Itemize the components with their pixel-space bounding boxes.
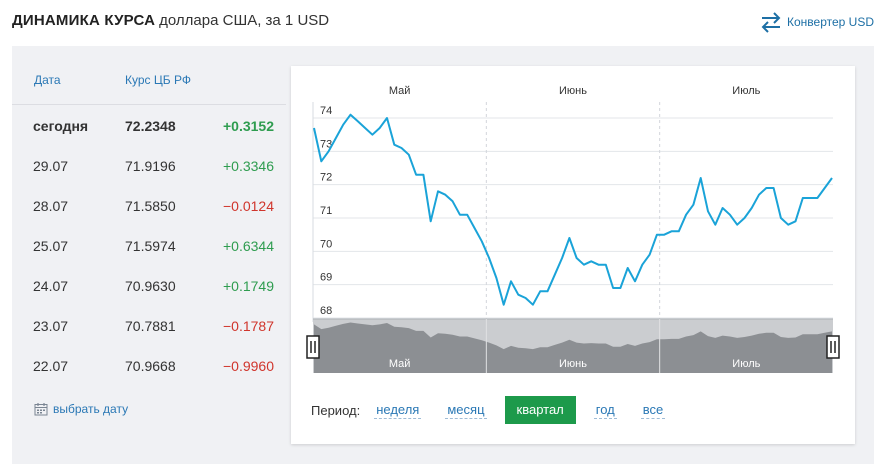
table-row: 24.07 70.9630 +0.1749 bbox=[12, 266, 286, 306]
page-title: ДИНАМИКА КУРСА доллара США, за 1 USD bbox=[12, 12, 329, 29]
navigator-right-handle[interactable] bbox=[826, 335, 840, 359]
column-header-rate: Курс ЦБ РФ bbox=[125, 73, 191, 87]
navigator-area bbox=[314, 322, 832, 373]
calendar-icon bbox=[34, 403, 48, 416]
navigator-month-label: Июль bbox=[732, 358, 760, 370]
converter-link[interactable]: Конвертер USD bbox=[759, 10, 874, 34]
y-tick-label: 72 bbox=[320, 172, 332, 184]
row-change: −0.9960 bbox=[223, 358, 274, 374]
row-rate: 71.5850 bbox=[125, 198, 176, 214]
row-change: +0.1749 bbox=[223, 278, 274, 294]
row-rate: 70.9668 bbox=[125, 358, 176, 374]
rates-table: Дата Курс ЦБ РФ сегодня 72.2348 +0.3152 29.… bbox=[12, 46, 286, 464]
period-option[interactable]: квартал bbox=[504, 396, 576, 424]
period-option[interactable]: месяц bbox=[445, 401, 487, 419]
table-row: 22.07 70.9668 −0.9960 bbox=[12, 346, 286, 386]
rate-chart[interactable]: 68 69 70 71 72 73 74 Май Июнь Июль Май Июнь Июль bbox=[291, 66, 855, 382]
table-row: сегодня 72.2348 +0.3152 bbox=[12, 106, 286, 146]
row-date: 28.07 bbox=[33, 198, 69, 214]
month-label: Июнь bbox=[559, 85, 587, 97]
row-rate: 71.9196 bbox=[125, 158, 176, 174]
row-change: +0.6344 bbox=[223, 238, 274, 254]
month-label: Июль bbox=[732, 85, 760, 97]
period-option[interactable]: все bbox=[640, 401, 666, 419]
table-row: 25.07 71.5974 +0.6344 bbox=[12, 226, 286, 266]
row-date: 22.07 bbox=[33, 358, 69, 374]
pick-date-link[interactable]: выбрать дату bbox=[34, 402, 128, 416]
table-row: 23.07 70.7881 −0.1787 bbox=[12, 306, 286, 346]
title-sub: доллара США, за 1 USD bbox=[159, 12, 330, 29]
y-tick-label: 68 bbox=[320, 305, 332, 317]
period-label: Период: bbox=[311, 402, 361, 418]
rates-panel: Дата Курс ЦБ РФ сегодня 72.2348 +0.3152 29.… bbox=[12, 46, 874, 464]
row-rate: 70.9630 bbox=[125, 278, 176, 294]
y-tick-label: 69 bbox=[320, 272, 332, 284]
y-tick-label: 71 bbox=[320, 205, 332, 217]
converter-label: Конвертер USD bbox=[787, 15, 874, 29]
row-date: сегодня bbox=[33, 118, 89, 134]
navigator-left-handle[interactable] bbox=[306, 335, 320, 359]
row-change: +0.3152 bbox=[223, 118, 274, 134]
row-change: +0.3346 bbox=[223, 158, 274, 174]
title-main: ДИНАМИКА КУРСА bbox=[12, 12, 156, 29]
y-tick-label: 73 bbox=[320, 138, 332, 150]
table-body: сегодня 72.2348 +0.3152 29.07 71.9196 +0.3346… bbox=[12, 106, 286, 386]
pick-date-label: выбрать дату bbox=[53, 402, 129, 416]
navigator-month-label: Май bbox=[389, 358, 411, 370]
row-change: −0.0124 bbox=[223, 198, 274, 214]
row-date: 24.07 bbox=[33, 278, 69, 294]
row-date: 25.07 bbox=[33, 238, 69, 254]
y-tick-label: 70 bbox=[320, 238, 332, 250]
chart-card: 68 69 70 71 72 73 74 Май Июнь Июль Май Июнь Июль Пер… bbox=[291, 66, 855, 444]
period-option[interactable]: год bbox=[593, 401, 617, 419]
row-change: −0.1787 bbox=[223, 318, 274, 334]
period-option[interactable]: неделя bbox=[374, 401, 422, 419]
row-rate: 71.5974 bbox=[125, 238, 176, 254]
swap-arrows-icon bbox=[761, 12, 781, 33]
rate-line bbox=[313, 113, 833, 306]
row-rate: 72.2348 bbox=[125, 118, 176, 134]
table-header: Дата Курс ЦБ РФ bbox=[12, 46, 286, 105]
row-date: 23.07 bbox=[33, 318, 69, 334]
navigator-month-label: Июнь bbox=[559, 358, 587, 370]
y-tick-label: 74 bbox=[320, 105, 332, 117]
table-row: 28.07 71.5850 −0.0124 bbox=[12, 186, 286, 226]
row-date: 29.07 bbox=[33, 158, 69, 174]
table-row: 29.07 71.9196 +0.3346 bbox=[12, 146, 286, 186]
header: ДИНАМИКА КУРСА доллара США, за 1 USD Конв… bbox=[0, 0, 878, 46]
column-header-date: Дата bbox=[34, 73, 61, 87]
row-rate: 70.7881 bbox=[125, 318, 176, 334]
period-selector: Период: неделя месяц квартал год все bbox=[311, 396, 689, 424]
month-label: Май bbox=[389, 85, 411, 97]
